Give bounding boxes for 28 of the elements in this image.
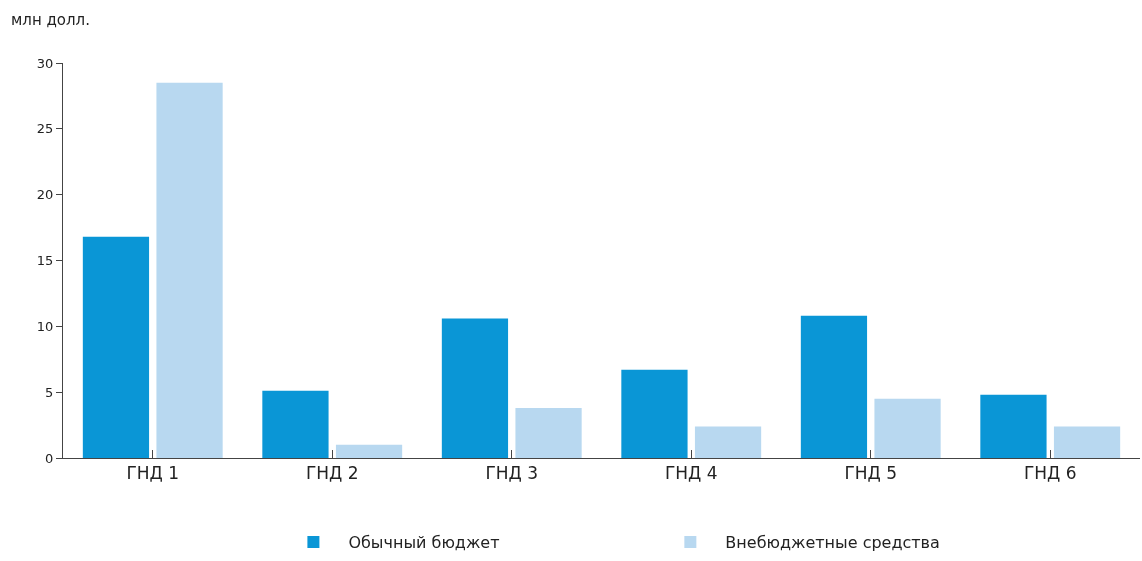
- bar: [874, 398, 941, 458]
- bar: [515, 407, 582, 458]
- x-tick-label: ГНД 5: [844, 463, 898, 484]
- bar: [694, 426, 762, 458]
- bar: [980, 394, 1047, 458]
- bar: [335, 444, 403, 458]
- y-tick-label: 15: [36, 253, 54, 269]
- bar: [82, 236, 150, 458]
- bar: [1053, 426, 1121, 458]
- y-tick-label: 20: [36, 187, 54, 203]
- y-tick-label: 5: [45, 384, 54, 400]
- y-tick-label: 0: [45, 450, 54, 466]
- y-tick-label: 10: [36, 318, 54, 334]
- bar: [621, 369, 688, 458]
- x-tick-label: ГНД 3: [485, 463, 539, 484]
- bar: [156, 82, 223, 458]
- x-tick-label: ГНД 1: [126, 463, 180, 484]
- bar: [441, 318, 509, 458]
- y-axis-title: млн долл.: [11, 11, 90, 29]
- y-tick-label: 25: [36, 121, 54, 137]
- x-tick-label: ГНД 2: [305, 463, 359, 484]
- legend-label: Внебюджетные средства: [725, 533, 940, 553]
- x-tick-label: ГНД 4: [664, 463, 718, 484]
- bar: [800, 315, 868, 458]
- x-tick-label: ГНД 6: [1023, 463, 1077, 484]
- legend-label: Обычный бюджет: [348, 533, 500, 553]
- bar: [262, 390, 329, 458]
- y-tick-label: 30: [36, 55, 54, 71]
